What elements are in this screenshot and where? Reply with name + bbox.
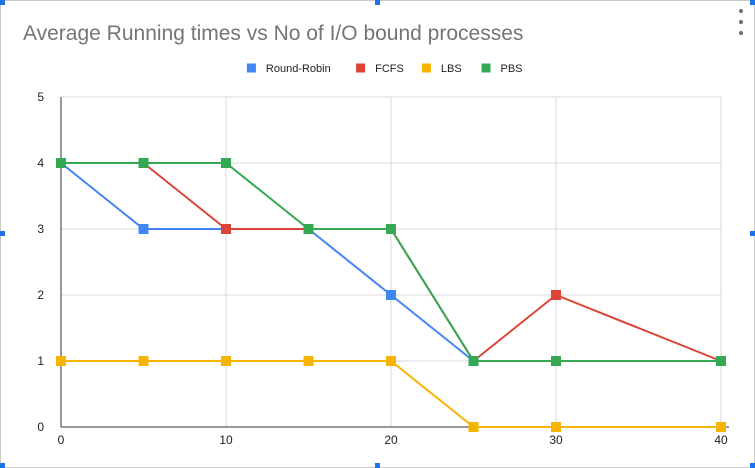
resize-handle-middle-left[interactable]	[0, 231, 5, 236]
y-tick-label: 1	[37, 354, 44, 368]
resize-handle-bottom-center[interactable]	[375, 463, 380, 468]
data-point-pbs	[716, 356, 726, 366]
data-point-pbs	[303, 224, 314, 234]
data-point-lbs	[138, 356, 149, 366]
data-point-lbs	[551, 422, 561, 432]
resize-handle-top-center[interactable]	[375, 0, 380, 5]
data-point-pbs	[468, 356, 479, 366]
data-point-round-robin	[138, 224, 149, 234]
y-tick-label: 5	[37, 90, 44, 104]
series-line-lbs	[61, 360, 721, 428]
x-tick-label: 40	[714, 433, 728, 447]
data-point-lbs	[716, 422, 726, 432]
tick-labels: 0 1 2 3 4 5 0 10 20 30 40	[37, 90, 728, 447]
resize-handle-bottom-left[interactable]	[0, 463, 5, 468]
x-tick-label: 20	[384, 433, 398, 447]
legend-label-lbs: LBS	[441, 63, 462, 75]
y-tick-label: 3	[37, 222, 44, 236]
y-tick-label: 0	[37, 420, 44, 434]
data-point-lbs	[56, 356, 66, 366]
data-point-lbs	[386, 356, 396, 366]
data-point-pbs	[551, 356, 561, 366]
resize-handle-middle-right[interactable]	[750, 231, 755, 236]
chart-title: Average Running times vs No of I/O bound…	[23, 22, 524, 45]
legend-label-round-robin: Round-Robin	[266, 63, 331, 75]
legend-label-pbs: PBS	[501, 63, 523, 75]
legend-label-fcfs: FCFS	[375, 63, 404, 75]
x-tick-label: 10	[219, 433, 233, 447]
legend: Round-Robin FCFS LBS PBS	[246, 63, 523, 75]
data-point-pbs	[138, 158, 149, 168]
grid-lines	[61, 96, 722, 427]
resize-handle-top-left[interactable]	[0, 0, 5, 5]
x-tick-label: 30	[549, 433, 563, 447]
legend-swatch-pbs	[481, 63, 491, 73]
resize-handle-top-right[interactable]	[750, 0, 755, 5]
series-lines	[60, 162, 722, 428]
data-point-pbs	[56, 158, 66, 168]
axes	[60, 97, 729, 428]
x-tick-label: 0	[58, 433, 65, 447]
data-point-fcfs	[551, 290, 561, 300]
resize-handle-bottom-right[interactable]	[750, 463, 755, 468]
legend-swatch-lbs	[421, 63, 431, 73]
legend-swatch-fcfs	[356, 63, 366, 73]
legend-swatch-round-robin	[246, 63, 256, 73]
data-point-pbs	[221, 158, 231, 168]
data-point-fcfs	[221, 224, 231, 234]
series-markers	[56, 158, 726, 432]
more-options-icon[interactable]	[736, 9, 746, 35]
data-point-lbs	[221, 356, 231, 366]
data-point-lbs	[468, 422, 479, 432]
data-point-lbs	[303, 356, 314, 366]
y-tick-label: 2	[37, 288, 44, 302]
series-line-pbs	[61, 162, 721, 362]
data-point-pbs	[386, 224, 396, 234]
data-point-round-robin	[386, 290, 396, 300]
y-tick-label: 4	[37, 156, 44, 170]
